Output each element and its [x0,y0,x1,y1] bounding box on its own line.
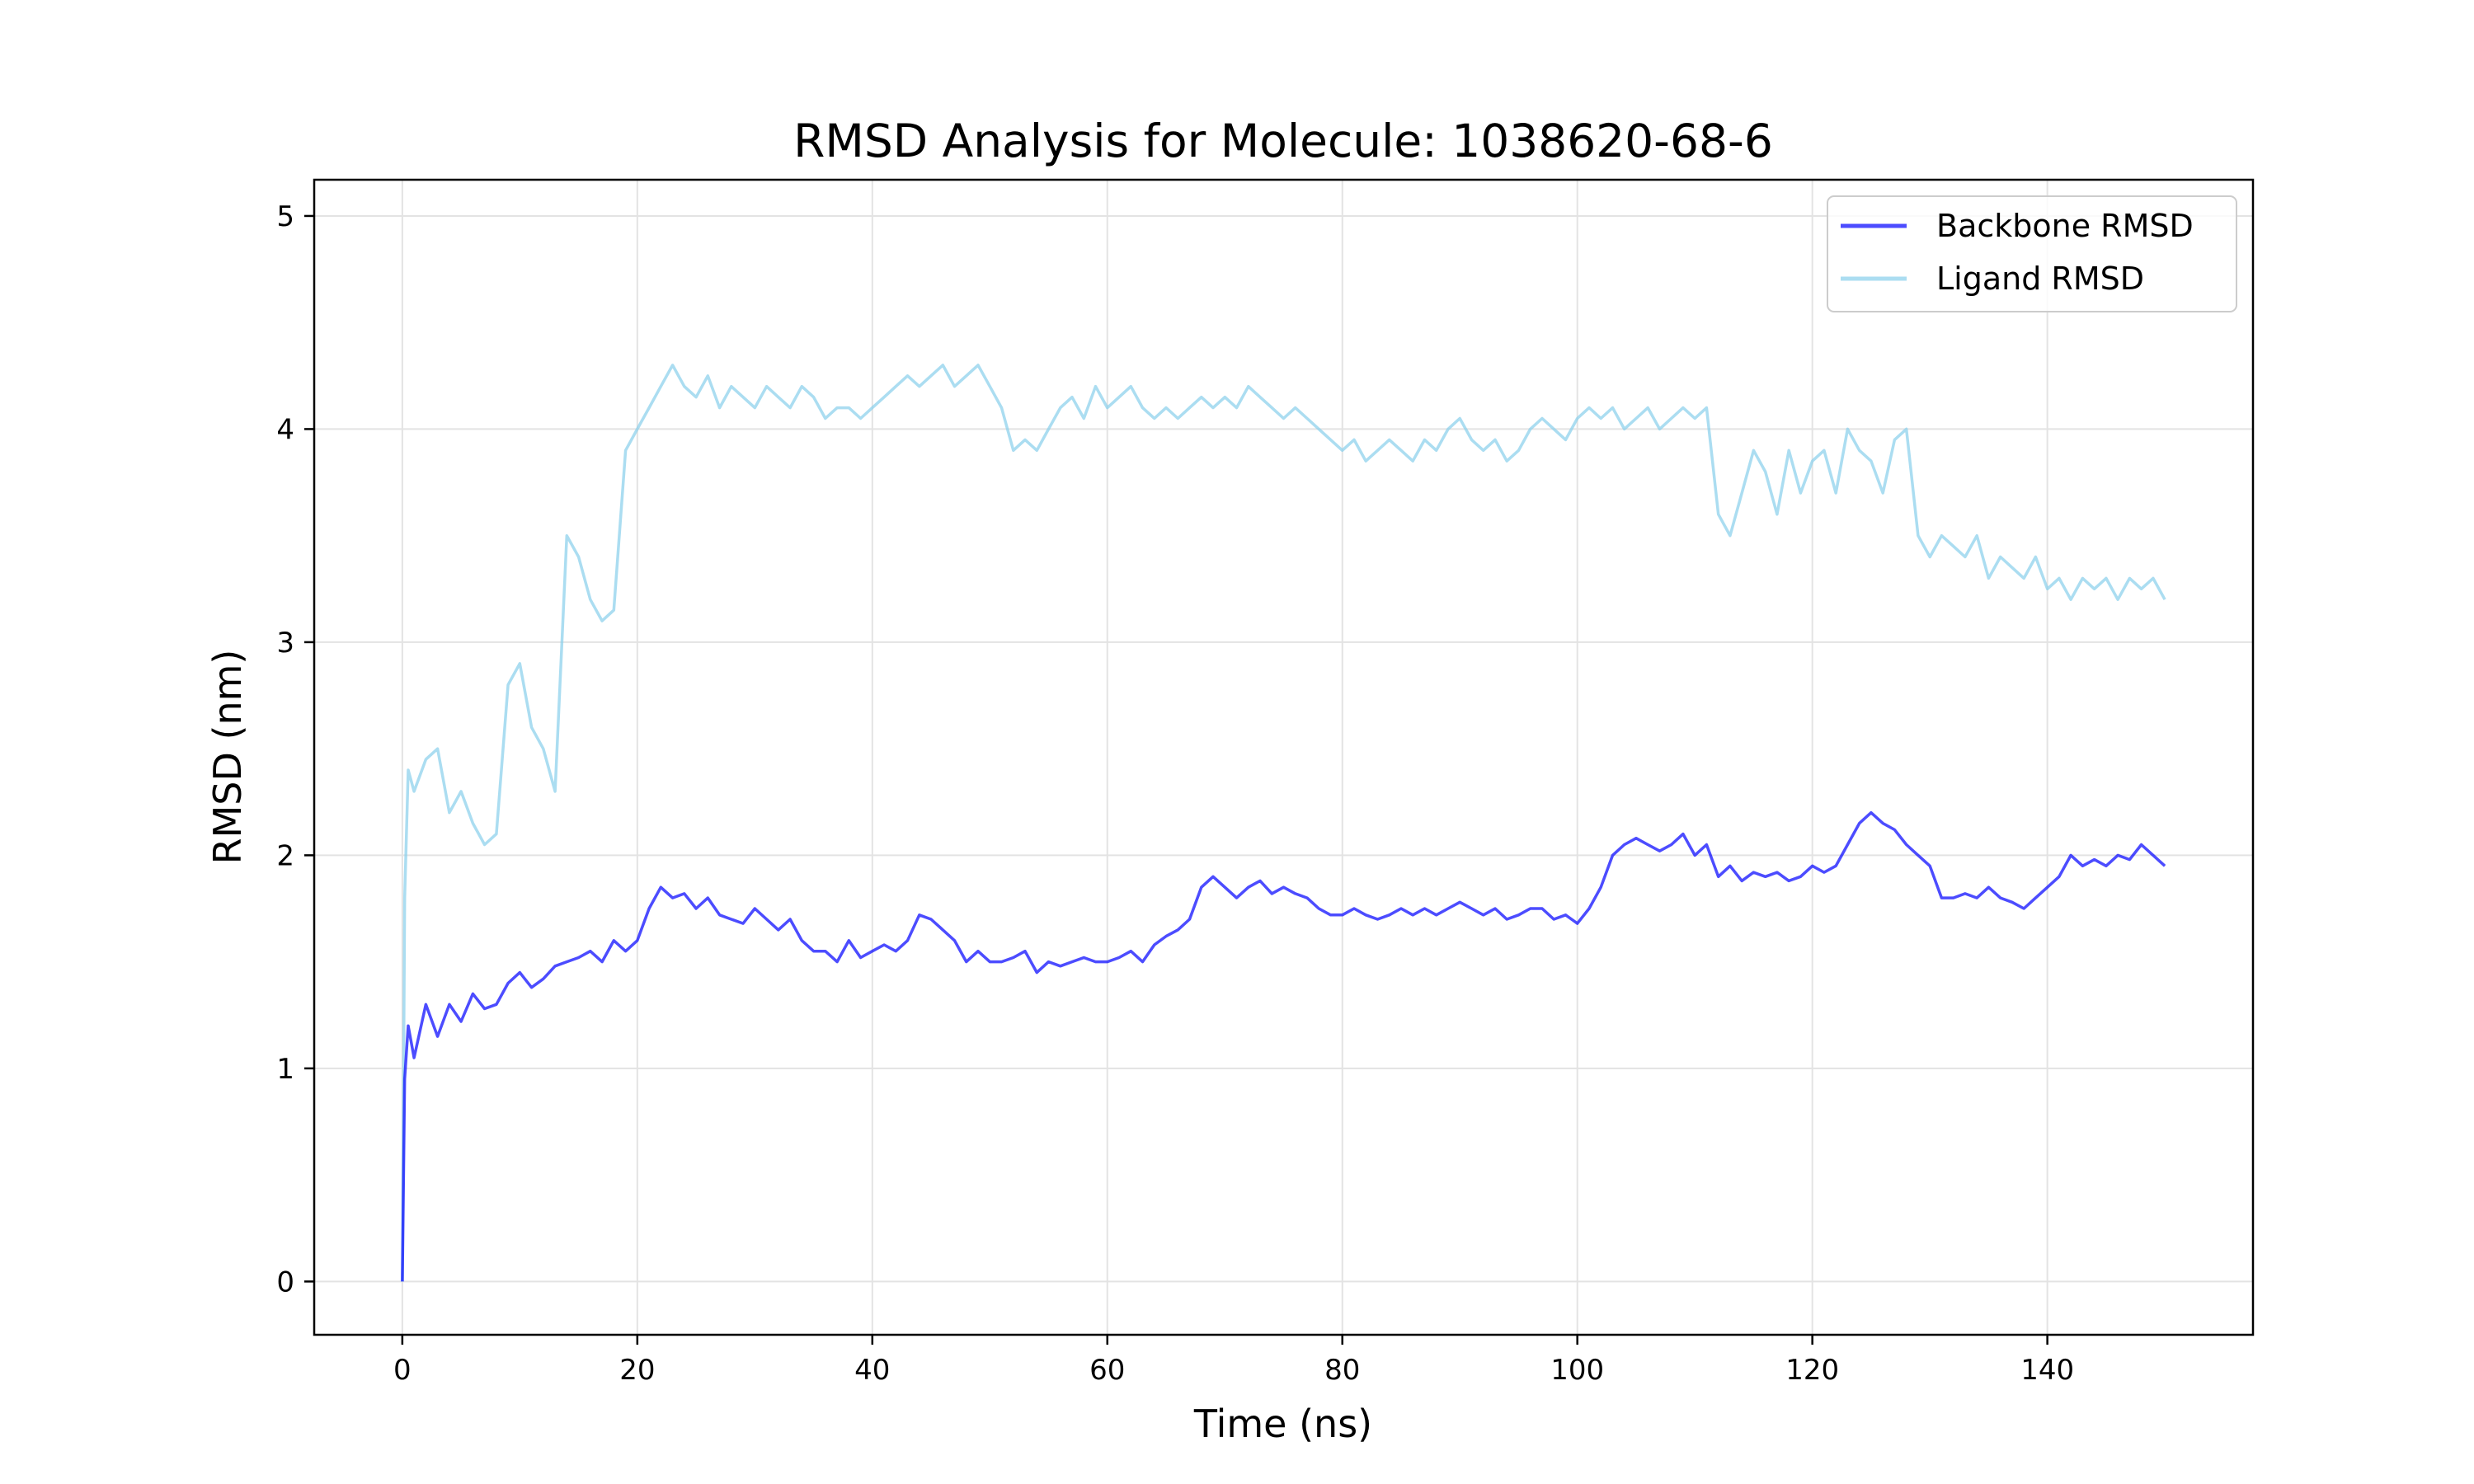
y-tick-label: 5 [276,200,294,233]
chart-title: RMSD Analysis for Molecule: 1038620-68-6 [793,115,1773,167]
series-line-backbone-rmsd [401,810,2166,1282]
plot-frame [313,178,2255,1336]
legend-box [1827,195,2237,312]
y-axis-title: RMSD (nm) [205,650,250,865]
x-tick-label: 80 [1324,1354,1360,1387]
x-tick-label: 0 [393,1354,412,1387]
legend-label-ligand-rmsd: Ligand RMSD [1936,261,2144,297]
y-tick-label: 2 [276,839,294,872]
x-tick-label: 20 [619,1354,655,1387]
x-tick-label: 120 [1785,1354,1839,1387]
y-tick-label: 0 [276,1266,294,1298]
x-axis-title: Time (ns) [1193,1402,1372,1446]
y-tick-label: 1 [276,1053,294,1086]
series-layer [401,364,2166,1282]
series-line-ligand-rmsd [401,364,2166,1282]
y-tick-label: 3 [276,627,294,660]
x-tick-label: 40 [854,1354,890,1387]
axis-ticks: 0 20 40 60 80 100 120 140 0 1 2 3 4 5 [276,200,2074,1387]
y-tick-label: 4 [276,413,294,446]
x-tick-label: 140 [2020,1354,2074,1387]
legend-label-backbone-rmsd: Backbone RMSD [1936,208,2194,244]
x-tick-label: 100 [1550,1354,1604,1387]
grid-lines [314,180,2253,1335]
x-tick-label: 60 [1089,1354,1125,1387]
legend: Backbone RMSD Ligand RMSD [1827,195,2237,312]
